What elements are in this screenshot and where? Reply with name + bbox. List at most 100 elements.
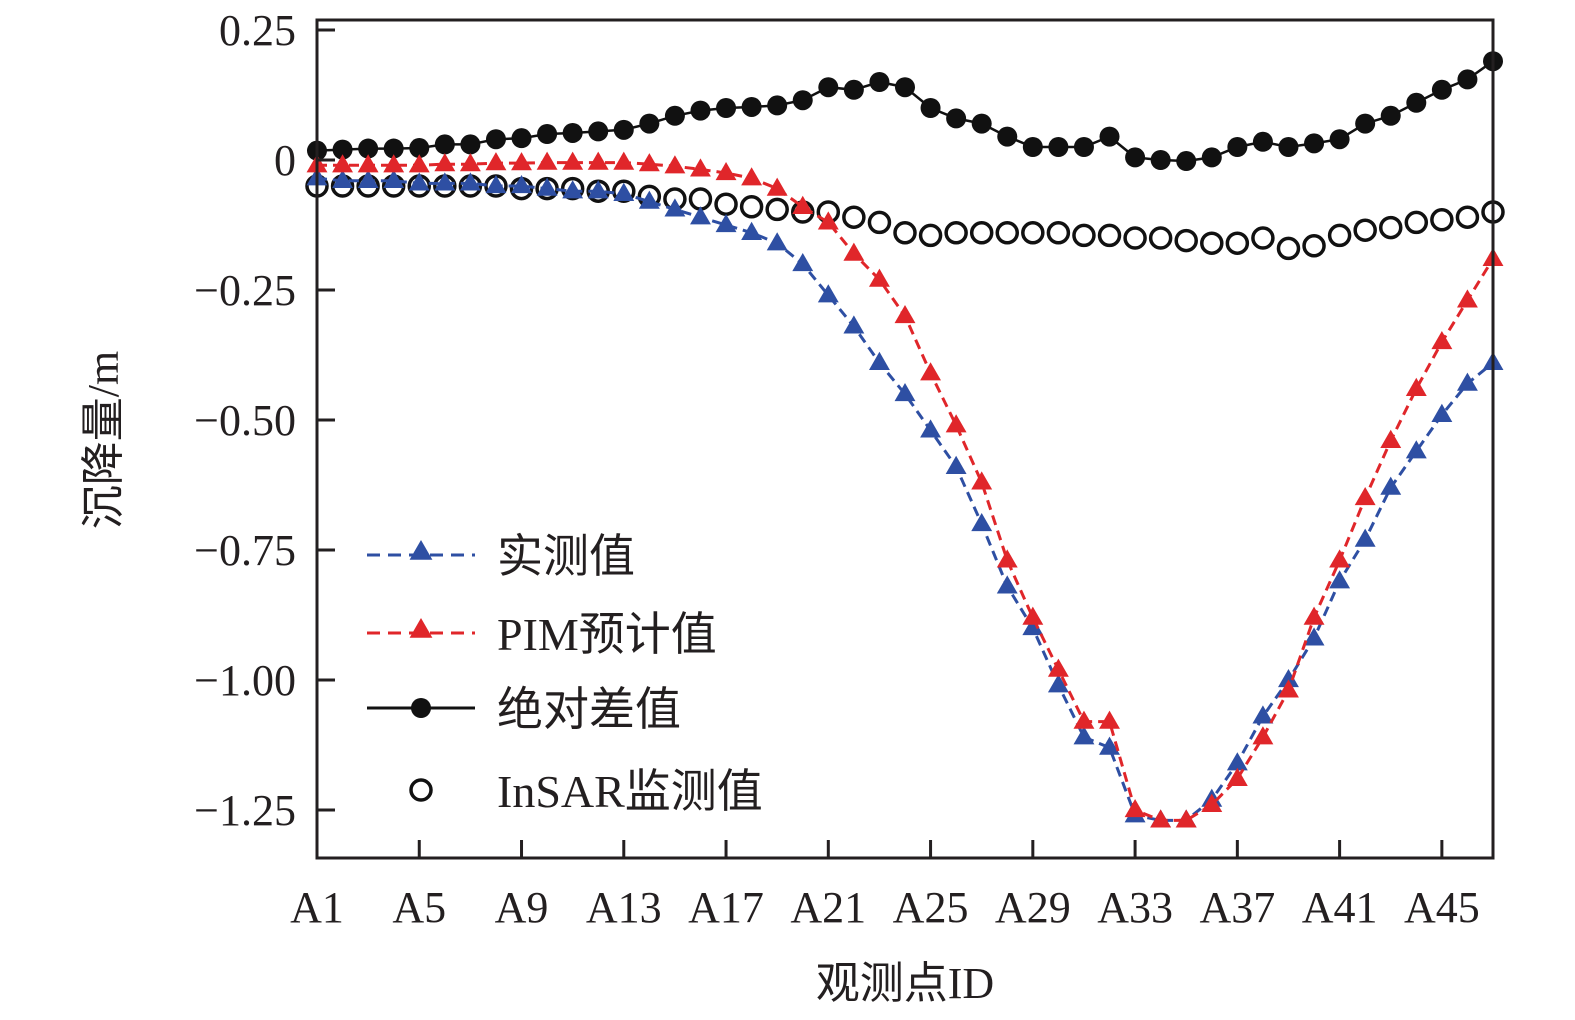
x-tick-label: A29 (995, 883, 1071, 932)
y-axis: 0.25 0 −0.25 −0.50 −0.75 −1.00 −1.25 (194, 6, 335, 835)
data-point-triangle (434, 172, 456, 191)
data-point-triangle (1150, 809, 1172, 828)
data-point-triangle (1329, 570, 1351, 589)
data-point-open-circle (944, 221, 968, 245)
data-point-filled-circle (1278, 137, 1299, 157)
data-point-triangle (715, 162, 737, 181)
data-point-open-circle (1276, 236, 1301, 261)
data-point-triangle (945, 414, 967, 433)
data-point-triangle (894, 305, 916, 324)
data-point-triangle (587, 151, 609, 170)
data-point-filled-circle (1150, 150, 1171, 170)
data-point-triangle (1354, 528, 1376, 547)
data-point-filled-circle (562, 122, 583, 143)
data-point-triangle (920, 362, 942, 381)
data-point-triangle (536, 151, 558, 170)
data-point-filled-circle (920, 98, 941, 118)
x-axis: A1 A5 A9 A13 A17 A21 A25 A29 A33 A37 A41 A45 (290, 840, 1480, 932)
x-tick-label: A13 (586, 883, 662, 932)
data-point-filled-circle (1406, 92, 1427, 113)
data-point-triangle (1252, 726, 1274, 745)
legend-label: InSAR监测值 (497, 766, 763, 817)
data-point-triangle (971, 471, 993, 490)
data-point-open-circle (1225, 231, 1250, 255)
data-point-triangle (1405, 440, 1427, 459)
legend-marker-filled-circle (411, 698, 431, 718)
data-point-triangle (1124, 799, 1146, 818)
x-tick-label: A17 (688, 883, 764, 932)
data-point-open-circle (842, 205, 866, 229)
x-tick-label: A9 (495, 883, 549, 932)
data-point-open-circle (1327, 223, 1352, 248)
x-tick-label: A25 (893, 883, 969, 932)
plot-series (305, 51, 1505, 828)
data-point-triangle (408, 172, 430, 191)
data-point-filled-circle (690, 100, 711, 121)
data-point-open-circle (995, 221, 1020, 245)
data-point-triangle (894, 383, 916, 402)
data-point-triangle (613, 151, 635, 170)
data-point-triangle (741, 221, 763, 240)
data-point-open-circle (1455, 205, 1480, 229)
data-point-triangle (562, 151, 584, 170)
data-point-triangle (1201, 793, 1223, 812)
data-point-triangle (1226, 752, 1248, 771)
data-point-filled-circle (485, 129, 506, 150)
data-point-open-circle (1430, 208, 1454, 232)
data-point-filled-circle (767, 95, 788, 116)
data-point-filled-circle (1099, 126, 1120, 147)
data-point-triangle (357, 154, 379, 173)
data-point-triangle (485, 175, 507, 194)
data-point-triangle (843, 242, 865, 261)
y-tick-label: −0.75 (194, 526, 296, 575)
data-point-triangle (1047, 674, 1069, 693)
data-point-triangle (715, 214, 737, 233)
data-point-triangle (945, 455, 967, 474)
series-line (316, 176, 1494, 822)
legend-marker-triangle (409, 540, 433, 560)
data-point-open-circle (1302, 234, 1326, 258)
data-point-triangle (792, 195, 814, 214)
legend-marker-open-circle (409, 778, 433, 802)
data-point-triangle (1303, 606, 1325, 625)
x-tick-label: A1 (290, 883, 344, 932)
data-point-triangle (1380, 476, 1402, 495)
data-point-triangle (741, 167, 763, 186)
data-point-triangle (1380, 429, 1402, 448)
data-point-open-circle (765, 197, 789, 222)
data-point-triangle (485, 152, 507, 171)
data-point-open-circle (969, 221, 994, 245)
data-point-filled-circle (818, 77, 839, 98)
data-point-triangle (971, 513, 993, 532)
data-point-triangle (408, 154, 430, 173)
data-point-filled-circle (434, 134, 455, 155)
data-point-triangle (1099, 736, 1120, 755)
data-point-triangle (1099, 710, 1120, 729)
data-point-open-circle (1353, 218, 1377, 242)
data-point-triangle (1175, 809, 1197, 828)
data-point-triangle (638, 153, 660, 172)
y-tick-label: −1.25 (194, 786, 296, 835)
data-point-open-circle (1123, 226, 1147, 250)
data-point-triangle (1022, 617, 1044, 636)
data-point-filled-circle (869, 72, 890, 92)
data-point-open-circle (1251, 226, 1275, 250)
data-point-triangle (1047, 658, 1069, 677)
legend-item: InSAR监测值 (409, 766, 763, 817)
data-point-filled-circle (1048, 137, 1069, 157)
data-point-triangle (613, 182, 635, 201)
legend-item: PIM预计值 (367, 609, 717, 660)
data-point-filled-circle (1329, 129, 1350, 150)
data-point-triangle (843, 315, 865, 334)
data-point-open-circle (1097, 223, 1122, 248)
data-point-open-circle (867, 210, 892, 235)
data-point-open-circle (1021, 221, 1045, 245)
series-measured (306, 167, 1504, 828)
data-point-triangle (817, 211, 839, 230)
data-point-filled-circle (588, 121, 609, 142)
data-point-filled-circle (971, 113, 992, 134)
data-point-filled-circle (1355, 113, 1376, 134)
data-point-triangle (536, 177, 558, 196)
data-point-filled-circle (1431, 79, 1452, 100)
x-tick-label: A21 (790, 883, 866, 932)
